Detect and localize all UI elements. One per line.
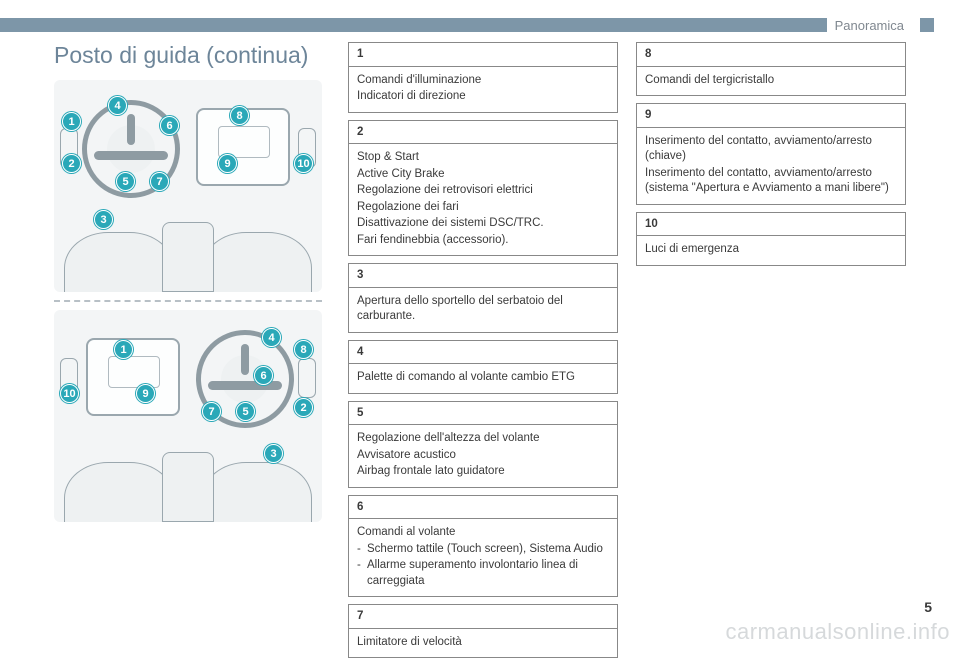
callout-number: 2 [349,121,617,145]
callout-marker-3: 3 [94,210,113,229]
callout-box-6: 6Comandi al volanteSchermo tattile (Touc… [348,495,618,598]
callout-body: Stop & StartActive City BrakeRegolazione… [349,144,617,255]
callout-marker-10: 10 [60,384,79,403]
dashboard-image-lhd: 1 4 6 8 2 57 9 10 3 [54,80,322,292]
callout-line: Luci di emergenza [645,242,897,258]
callout-marker-4: 4 [262,328,281,347]
callout-marker-8: 8 [294,340,313,359]
callout-body: Regolazione dell'altezza del volanteAvvi… [349,425,617,487]
callout-body: Comandi d'illuminazioneIndicatori di dir… [349,67,617,112]
callout-marker-5: 5 [236,402,255,421]
callout-number: 7 [349,605,617,629]
callout-column-2: 8 Comandi del tergicristallo 9 Inserimento … [636,42,906,266]
callout-marker-2: 2 [62,154,81,173]
callout-number: 6 [349,496,617,520]
callout-marker-8: 8 [230,106,249,125]
callout-body: Comandi al volanteSchermo tattile (Touch… [349,519,617,596]
callout-box-3: 3 Apertura dello sportello del serbatoio … [348,263,618,333]
callout-marker-1: 1 [62,112,81,131]
callout-marker-4: 4 [108,96,127,115]
callout-number: 1 [349,43,617,67]
callout-marker-3: 3 [264,444,283,463]
callout-box-4: 4 Palette di comando al volante cambio ET… [348,340,618,394]
callout-column-1: 1Comandi d'illuminazioneIndicatori di di… [348,42,618,658]
callout-line: Palette di comando al volante cambio ETG [357,370,609,386]
callout-line: Avvisatore acustico [357,448,609,464]
callout-box-2: 2Stop & StartActive City BrakeRegolazion… [348,120,618,257]
callout-line: Inserimento del contatto, avviamento/arr… [645,166,897,197]
callout-marker-1: 1 [114,340,133,359]
callout-marker-7: 7 [150,172,169,191]
callout-line: Regolazione dei retrovisori elettrici [357,183,609,199]
callout-box-9: 9 Inserimento del contatto, avviamento/ar… [636,103,906,205]
callout-box-7: 7 Limitatore di velocità [348,604,618,658]
callout-line: Stop & Start [357,150,609,166]
dashboard-illustrations: 14682579103 14861097523 [54,80,322,522]
page-number: 5 [924,599,932,615]
callout-box-5: 5Regolazione dell'altezza del volanteAvv… [348,401,618,488]
callout-line: Regolazione dei fari [357,200,609,216]
callout-body: Luci di emergenza [637,236,905,265]
callout-line: Apertura dello sportello del serbatoio d… [357,294,609,325]
callout-box-10: 10 Luci di emergenza [636,212,906,266]
callout-line: Comandi al volante [357,525,609,541]
callout-box-8: 8 Comandi del tergicristallo [636,42,906,96]
callout-number: 4 [349,341,617,365]
callout-number: 10 [637,213,905,237]
callout-bullet: Allarme superamento involontario linea d… [357,558,609,589]
dashboard-image-rhd: 1 48 6 10 9 75 2 3 [54,310,322,522]
callout-marker-7: 7 [202,402,221,421]
header-bar: Panoramica [0,18,960,32]
callout-box-1: 1Comandi d'illuminazioneIndicatori di di… [348,42,618,113]
callout-body: Palette di comando al volante cambio ETG [349,364,617,393]
callout-number: 3 [349,264,617,288]
watermark: carmanualsonline.info [725,619,950,645]
section-label: Panoramica [827,18,920,33]
callout-number: 8 [637,43,905,67]
callout-line: Airbag frontale lato guidatore [357,464,609,480]
image-divider [54,300,322,302]
callout-line: Fari fendinebbia (accessorio). [357,233,609,249]
callout-body: Apertura dello sportello del serbatoio d… [349,288,617,332]
callout-marker-6: 6 [160,116,179,135]
header-square-icon [920,18,934,32]
callout-line: Indicatori di direzione [357,89,609,105]
callout-number: 5 [349,402,617,426]
callout-marker-9: 9 [218,154,237,173]
callout-marker-2: 2 [294,398,313,417]
callout-bullet: Schermo tattile (Touch screen), Sistema … [357,542,609,558]
callout-line: Active City Brake [357,167,609,183]
callout-line: Inserimento del contatto, avviamento/arr… [645,134,897,165]
callout-line: Disattivazione dei sistemi DSC/TRC. [357,216,609,232]
callout-body: Limitatore di velocità [349,629,617,658]
callout-body: Comandi del tergicristallo [637,67,905,96]
callout-line: Regolazione dell'altezza del volante [357,431,609,447]
callout-bullets: Schermo tattile (Touch screen), Sistema … [357,542,609,590]
header-stripe [0,18,827,32]
callout-marker-5: 5 [116,172,135,191]
page-title: Posto di guida (continua) [54,42,308,69]
callout-line: Limitatore di velocità [357,635,609,651]
callout-line: Comandi del tergicristallo [645,73,897,89]
callout-marker-6: 6 [254,366,273,385]
callout-marker-9: 9 [136,384,155,403]
callout-line: Comandi d'illuminazione [357,73,609,89]
callout-marker-10: 10 [294,154,313,173]
callout-body: Inserimento del contatto, avviamento/arr… [637,128,905,204]
callout-number: 9 [637,104,905,128]
